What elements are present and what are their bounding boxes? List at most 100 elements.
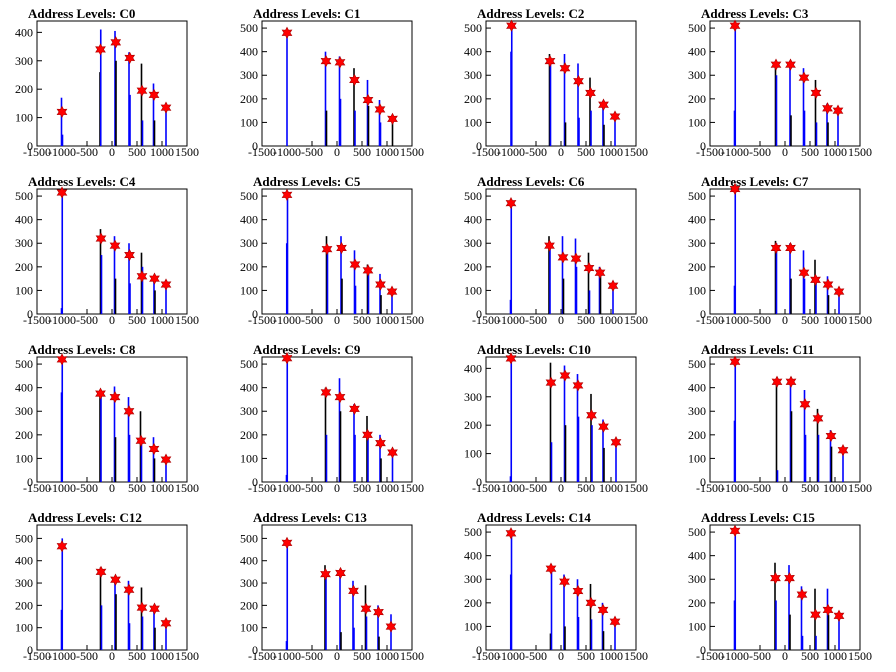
x-tick-label: -1500 [23, 313, 51, 327]
peak-marker [335, 566, 346, 580]
y-tick-label: 200 [15, 260, 33, 274]
plot-frame [709, 524, 861, 651]
y-tick-label: 300 [464, 390, 482, 404]
peak-marker [95, 232, 107, 245]
y-tick-label: 300 [240, 236, 258, 250]
y-tick-label: 0 [27, 643, 33, 657]
x-tick-label: 0 [782, 313, 788, 327]
peak-marker [822, 102, 833, 115]
y-tick-label: 500 [15, 357, 33, 371]
panel-title: Address Levels: C1 [253, 6, 360, 21]
y-tick-label: 200 [240, 260, 258, 274]
x-tick-label: 1000 [150, 313, 174, 327]
y-tick-label: 300 [15, 54, 33, 68]
x-tick-label: -1500 [248, 145, 276, 159]
x-tick-label: 500 [128, 481, 146, 495]
x-tick-label: 1500 [400, 481, 424, 495]
peak-marker [833, 609, 845, 622]
peak-marker [95, 565, 107, 579]
x-tick-label: 500 [128, 649, 146, 663]
peak-marker [833, 285, 845, 298]
y-tick-label: 100 [240, 283, 258, 297]
peak-marker [160, 453, 172, 466]
y-tick-label: 300 [688, 236, 706, 250]
peak-marker [320, 54, 332, 68]
x-tick-label: -500 [301, 313, 323, 327]
x-tick-label: 500 [801, 649, 819, 663]
x-tick-label: -1000 [48, 481, 76, 495]
y-tick-label: 200 [240, 428, 258, 442]
y-tick-label: 300 [15, 576, 33, 590]
y-tick-label: 400 [15, 554, 33, 568]
panel-title: Address Levels: C3 [701, 6, 809, 21]
peak-marker [321, 242, 333, 256]
peak-marker [123, 405, 135, 418]
peak-marker [56, 353, 68, 366]
x-tick-label: -1000 [497, 481, 525, 495]
peak-marker [136, 84, 148, 97]
x-tick-label: -500 [301, 649, 323, 663]
y-tick-label: 100 [240, 115, 258, 129]
panel-title: Address Levels: C15 [701, 510, 815, 525]
panel-title: Address Levels: C4 [28, 174, 136, 189]
x-tick-label: -500 [749, 313, 771, 327]
peak-marker [349, 402, 360, 416]
x-tick-label: 0 [334, 481, 340, 495]
x-tick-label: -1500 [248, 313, 276, 327]
y-tick-label: 300 [464, 68, 482, 82]
panel-title: Address Levels: C5 [253, 174, 361, 189]
x-tick-label: 1000 [599, 145, 623, 159]
panel-9: Address Levels: C90100200300400500-1500-… [240, 342, 424, 495]
x-tick-label: -1000 [48, 313, 76, 327]
peak-marker [349, 258, 361, 271]
plot-frame [36, 188, 188, 315]
x-tick-label: 1500 [400, 649, 424, 663]
x-tick-label: 500 [801, 481, 819, 495]
x-tick-label: -500 [525, 481, 547, 495]
x-tick-label: 0 [782, 481, 788, 495]
panel-8: Address Levels: C80100200300400500-1500-… [15, 342, 199, 495]
x-tick-label: -1500 [248, 481, 276, 495]
x-tick-label: -1000 [48, 145, 76, 159]
panel-13: Address Levels: C13 0 100 200 300 400 500 -1500… [240, 510, 424, 663]
x-tick-label: 500 [801, 145, 819, 159]
x-tick-label: 0 [558, 481, 564, 495]
x-tick-label: 1500 [624, 313, 648, 327]
y-tick-label: 400 [15, 25, 33, 39]
peak-marker [375, 278, 386, 291]
y-tick-label: 500 [240, 21, 258, 35]
peak-marker [109, 390, 121, 404]
peak-marker [559, 575, 570, 588]
x-tick-label: 0 [334, 649, 340, 663]
x-tick-label: -500 [76, 649, 98, 663]
peak-marker [545, 562, 557, 575]
x-tick-label: 500 [801, 313, 819, 327]
peak-marker [583, 261, 595, 275]
x-tick-label: -500 [749, 481, 771, 495]
y-tick-label: 0 [700, 307, 706, 321]
peak-marker [544, 54, 556, 68]
y-tick-label: 400 [688, 381, 706, 395]
y-tick-label: 100 [15, 283, 33, 297]
panel-4: Address Levels: C40100200300400500-1500-… [15, 174, 199, 327]
x-tick-label: -500 [76, 313, 98, 327]
y-tick-label: 0 [476, 307, 482, 321]
peak-marker [109, 239, 121, 252]
x-tick-label: 1000 [150, 481, 174, 495]
peak-marker [559, 62, 571, 75]
panel-title: Address Levels: C8 [28, 342, 136, 357]
x-tick-label: 0 [558, 649, 564, 663]
x-tick-label: 1500 [848, 145, 872, 159]
x-tick-label: 500 [577, 145, 595, 159]
peak-marker [281, 536, 293, 550]
y-tick-label: 200 [464, 260, 482, 274]
y-tick-label: 400 [688, 45, 706, 59]
x-tick-label: 0 [109, 145, 115, 159]
y-tick-label: 300 [240, 68, 258, 82]
peak-marker [110, 573, 121, 586]
y-tick-label: 500 [688, 189, 706, 203]
x-tick-label: -1000 [273, 145, 301, 159]
peak-marker [810, 608, 821, 621]
x-tick-label: -1000 [48, 649, 76, 663]
